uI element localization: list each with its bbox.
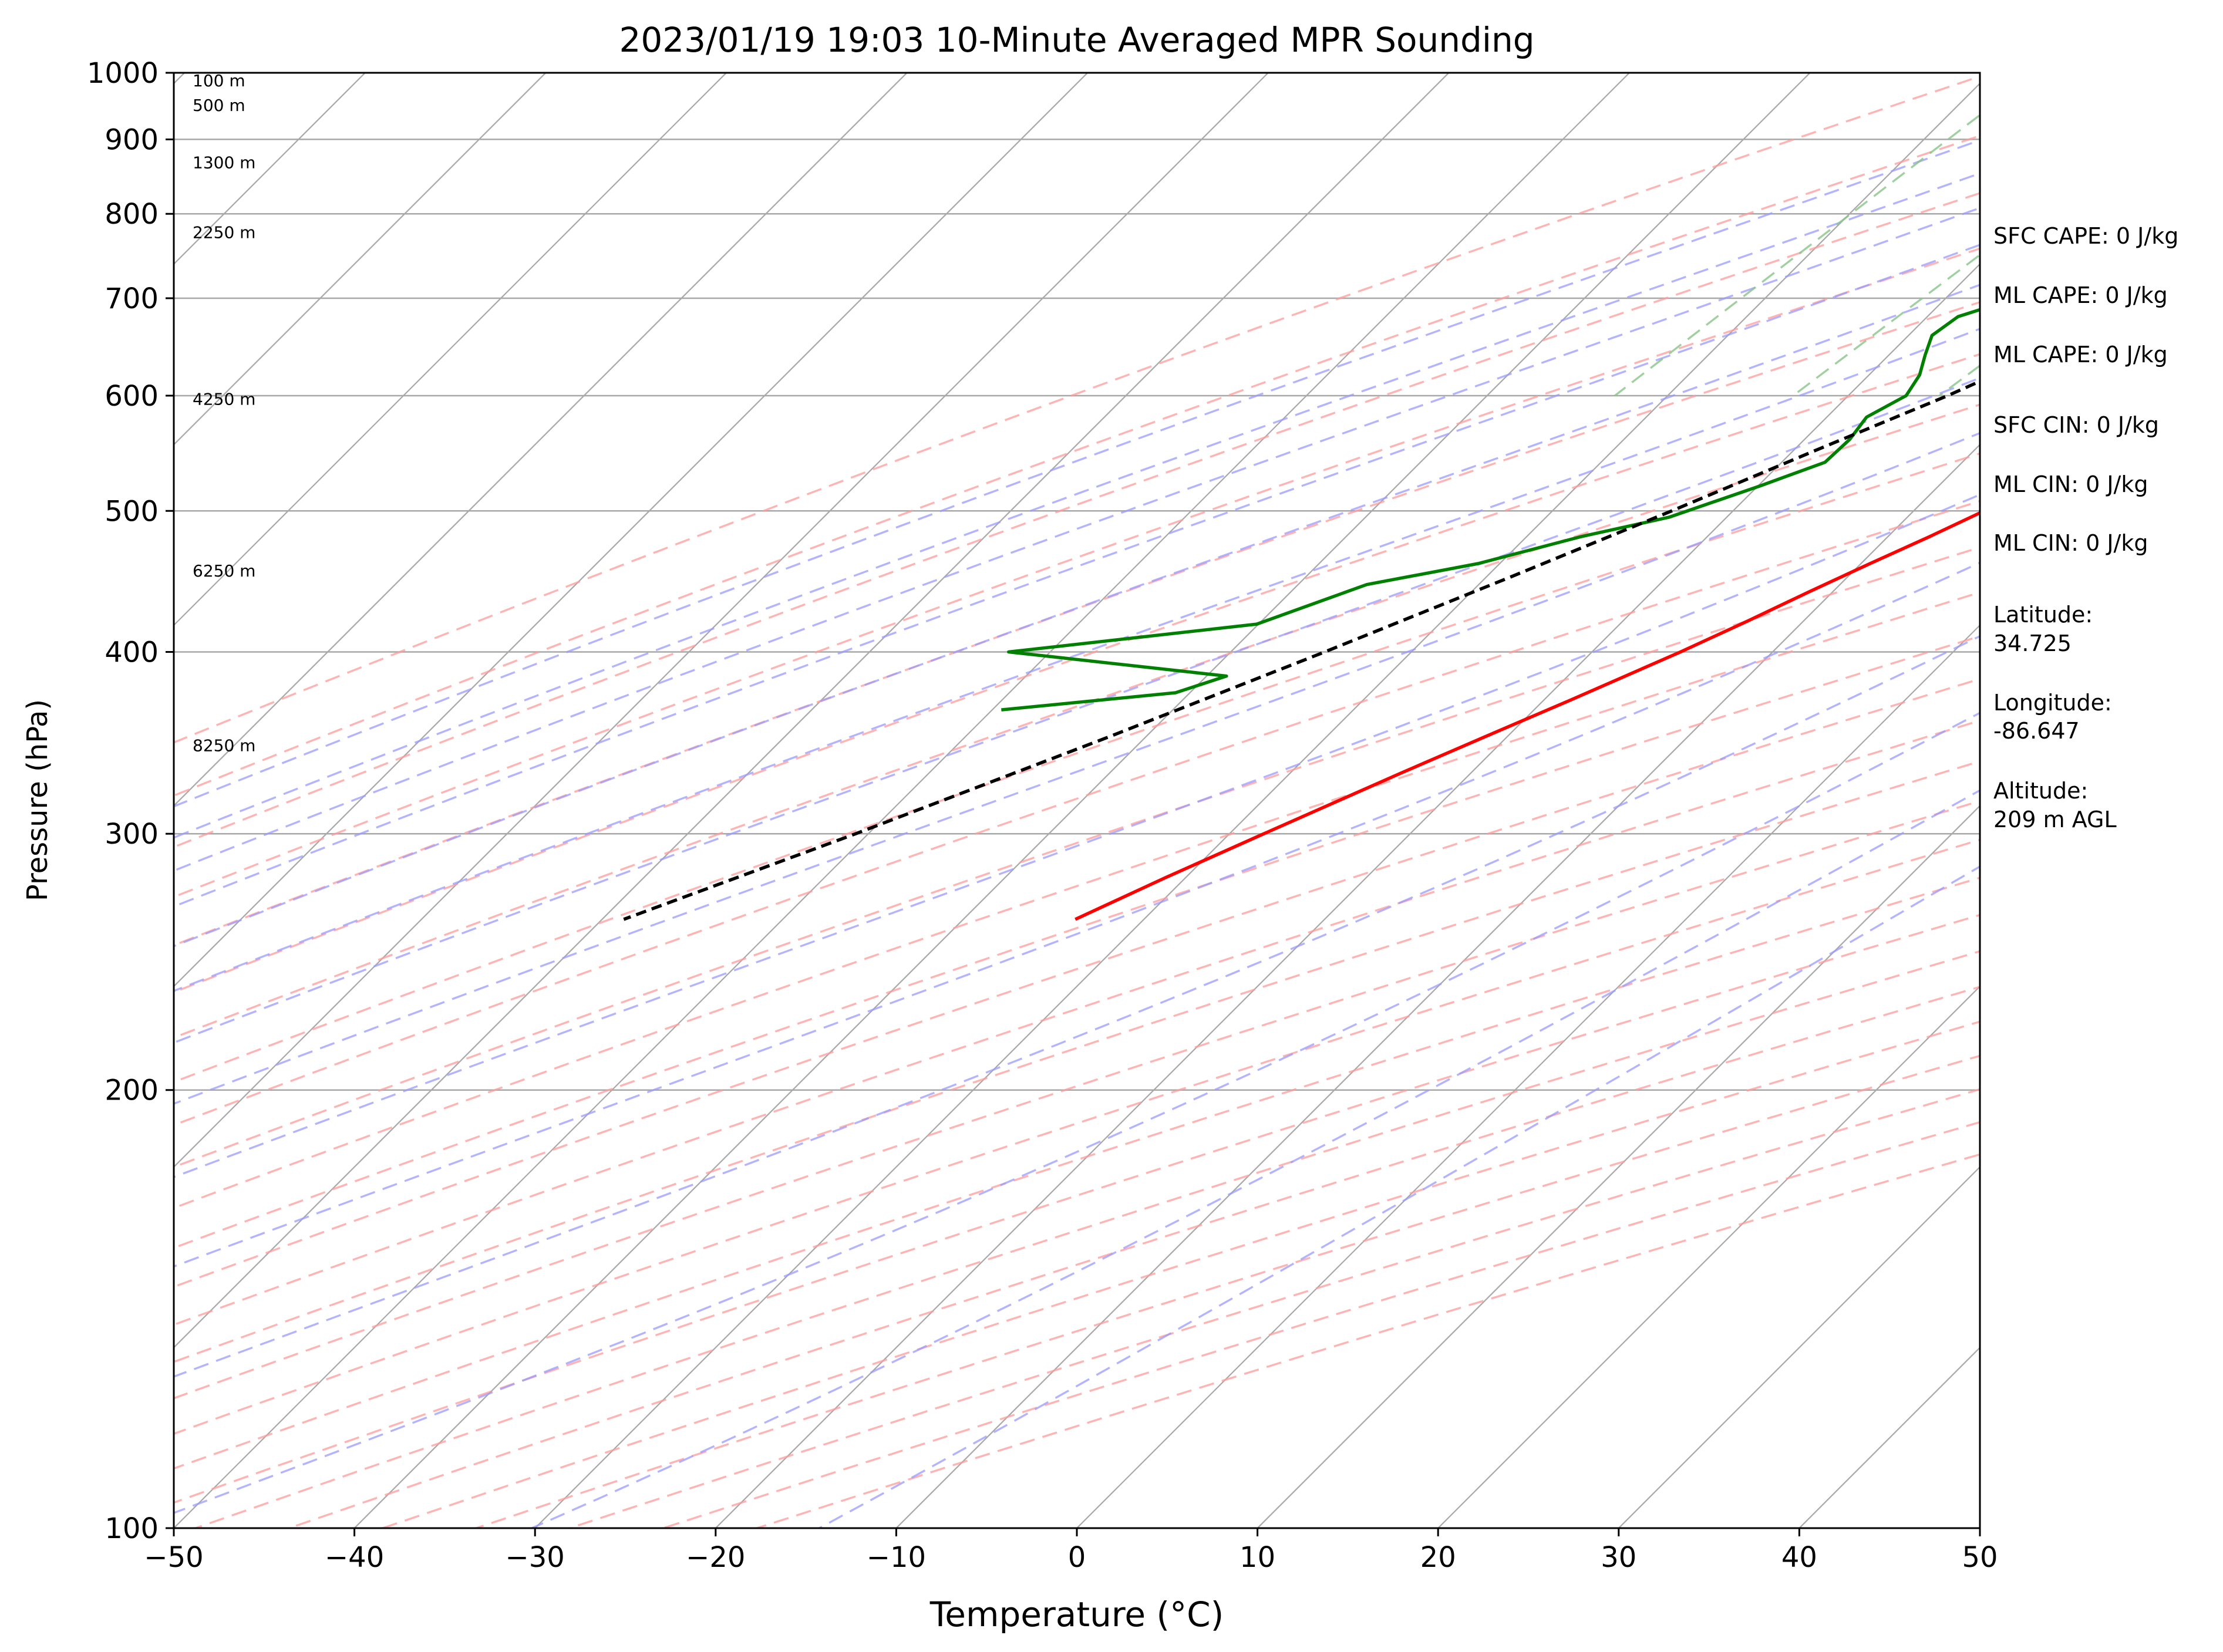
- x-tick-label: −10: [867, 1541, 926, 1574]
- x-tick-label: 10: [1240, 1541, 1275, 1574]
- y-tick-label: 200: [105, 1074, 159, 1107]
- height-label: 1300 m: [193, 153, 255, 172]
- x-tick-label: 50: [1962, 1541, 1998, 1574]
- info-latitude-label: Latitude:: [1993, 602, 2093, 628]
- moist-adiabat-line: [0, 73, 2223, 1528]
- moist-adiabat-line: [532, 73, 2223, 1528]
- dry-adiabat-line: [476, 42, 2223, 1529]
- dry-adiabat-line: [570, 42, 2223, 1529]
- isotherm-line: [0, 42, 1480, 1560]
- dry-adiabat-line: [383, 42, 2223, 1529]
- y-tick-label: 800: [105, 198, 159, 231]
- moist-adiabat-line: [0, 73, 2223, 1528]
- y-tick-label: 400: [105, 636, 159, 669]
- x-tick-label: −50: [144, 1541, 203, 1574]
- x-tick-label: 0: [1068, 1541, 1086, 1574]
- dry-adiabat-line: [0, 42, 2083, 1529]
- moist-adiabat-line: [0, 73, 2171, 1528]
- data-series: [624, 82, 2223, 919]
- dry-adiabat-line: [663, 42, 2223, 1529]
- height-label: 6250 m: [193, 561, 255, 581]
- moist-adiabat-line: [0, 73, 2223, 1528]
- y-tick-label: 600: [105, 380, 159, 413]
- moist-adiabat-line: [0, 73, 2223, 1528]
- isotherm-line: [503, 42, 2022, 1560]
- info-sfc-cape: SFC CAPE: 0 J/kg: [1993, 223, 2178, 249]
- dry-adiabat-line: [196, 42, 2223, 1529]
- height-label: 2250 m: [193, 223, 255, 242]
- isotherm-line: [0, 42, 938, 1560]
- x-tick-label: 40: [1781, 1541, 1817, 1574]
- y-tick-label: 500: [105, 495, 159, 528]
- height-label: 100 m: [193, 71, 245, 90]
- info-altitude-label: Altitude:: [1993, 778, 2088, 804]
- height-label: 500 m: [193, 96, 245, 115]
- moist-adiabat-line: [0, 73, 2223, 1528]
- isotherm-line: [1587, 42, 2223, 1560]
- y-tick-label: 100: [105, 1512, 159, 1545]
- info-sfc-cin: SFC CIN: 0 J/kg: [1993, 412, 2159, 438]
- x-tick-label: −40: [325, 1541, 384, 1574]
- y-tick-label: 300: [105, 818, 159, 851]
- info-longitude-label: Longitude:: [1993, 690, 2112, 716]
- y-tick-label: 700: [105, 282, 159, 315]
- info-ml-cin-2: ML CIN: 0 J/kg: [1993, 530, 2148, 556]
- isotherm-line: [683, 42, 2202, 1560]
- info-ml-cape-2: ML CAPE: 0 J/kg: [1993, 342, 2168, 368]
- dry-adiabat-line: [102, 42, 2223, 1529]
- x-tick-label: −30: [506, 1541, 565, 1574]
- info-latitude-value: 34.725: [1993, 631, 2072, 656]
- x-tick-label: 20: [1420, 1541, 1456, 1574]
- info-panel: SFC CAPE: 0 J/kg ML CAPE: 0 J/kg ML CAPE…: [1993, 223, 2178, 832]
- y-axis-label: Pressure (hPa): [21, 699, 54, 901]
- moist-adiabat-line: [0, 73, 2223, 1528]
- height-label: 4250 m: [193, 389, 255, 409]
- moist-adiabat-line: [0, 73, 2223, 1528]
- info-ml-cape: ML CAPE: 0 J/kg: [1993, 282, 2168, 308]
- moist-adiabat-line: [0, 73, 2223, 1528]
- axis-ticks: 1000900800700600500400300200100−50−40−30…: [87, 57, 1998, 1574]
- info-ml-cin: ML CIN: 0 J/kg: [1993, 471, 2148, 497]
- parcel-profile-line: [624, 82, 2223, 919]
- height-label: 8250 m: [193, 736, 255, 756]
- isotherm-line: [0, 42, 396, 1560]
- x-axis-label: Temperature (°C): [929, 1594, 1224, 1634]
- moist-adiabat-line: [0, 73, 2223, 1528]
- background-lines: [0, 42, 2223, 1560]
- y-tick-label: 1000: [87, 57, 159, 90]
- mixing-ratio-line: [1615, 73, 2035, 396]
- isotherm-line: [142, 42, 1660, 1560]
- height-labels: 100 m 500 m 1300 m 2250 m 4250 m 6250 m 8250 m: [193, 71, 255, 756]
- info-altitude-value: 209 m AGL: [1993, 807, 2117, 832]
- moist-adiabat-line: [0, 73, 2223, 1528]
- chart-title: 2023/01/19 19:03 10-Minute Averaged MPR …: [619, 20, 1534, 60]
- x-tick-label: 30: [1601, 1541, 1636, 1574]
- y-tick-label: 900: [105, 123, 159, 156]
- isotherm-line: [0, 42, 1299, 1560]
- info-longitude-value: -86.647: [1993, 718, 2080, 744]
- x-tick-label: −20: [686, 1541, 745, 1574]
